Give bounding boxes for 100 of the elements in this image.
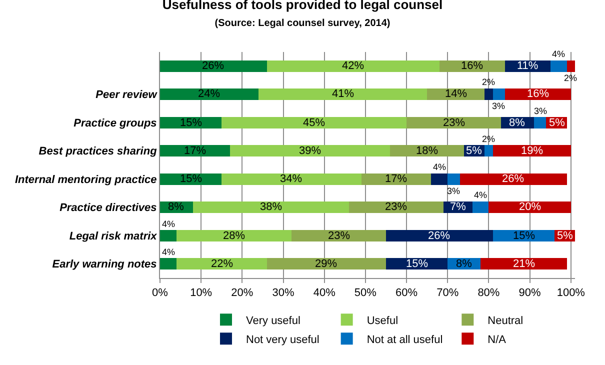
data-label: 7% xyxy=(450,201,466,213)
data-label: 5% xyxy=(466,145,482,157)
y-tick-label: Early warning notes xyxy=(52,258,157,271)
bar xyxy=(349,202,444,214)
data-label: 15% xyxy=(180,173,202,185)
bar xyxy=(431,173,448,185)
legend-label: Useful xyxy=(366,314,398,327)
x-tick-label: 90% xyxy=(518,287,542,300)
bar xyxy=(222,116,407,128)
y-tick-label: Best practices sharing xyxy=(38,146,158,158)
bar xyxy=(550,60,567,72)
bar xyxy=(492,88,506,100)
bar xyxy=(492,145,571,157)
data-label: 4% xyxy=(162,247,176,257)
bar xyxy=(361,173,432,185)
x-tick-label: 40% xyxy=(313,287,336,300)
data-label: 38% xyxy=(260,201,282,213)
data-label: 11% xyxy=(517,60,538,72)
data-label: 45% xyxy=(303,117,326,129)
bar xyxy=(472,202,489,214)
x-tick-label: 60% xyxy=(396,287,418,300)
legend-label: Not at all useful xyxy=(366,334,443,346)
x-tick-label: 70% xyxy=(436,287,459,300)
bar xyxy=(258,88,428,100)
data-label: 3% xyxy=(492,101,506,111)
bar xyxy=(484,145,493,157)
bar xyxy=(230,145,390,157)
data-label: 23% xyxy=(328,230,350,242)
data-label: 20% xyxy=(519,201,542,213)
legend-label: N/A xyxy=(488,334,507,346)
x-tick-label: 80% xyxy=(478,287,500,300)
data-label: 17% xyxy=(184,145,206,157)
data-label: 39% xyxy=(299,145,322,157)
data-label: 34% xyxy=(280,173,302,185)
bar xyxy=(390,145,464,157)
y-tick-label: Internal mentoring practice xyxy=(14,174,157,186)
x-tick-label: 0% xyxy=(152,287,168,300)
data-label: 16% xyxy=(461,60,484,72)
data-label: 4% xyxy=(162,219,176,229)
bar xyxy=(484,88,493,100)
legend-label: Not very useful xyxy=(246,334,320,346)
data-label: 5% xyxy=(557,230,574,242)
bar xyxy=(480,258,567,270)
data-label: 2% xyxy=(564,73,578,83)
bar xyxy=(266,258,386,270)
bar xyxy=(505,88,571,100)
data-label: 5% xyxy=(549,117,566,129)
data-label: 23% xyxy=(443,117,466,129)
bar xyxy=(266,60,440,72)
bar xyxy=(192,202,350,214)
bar xyxy=(439,60,506,72)
bar xyxy=(160,88,259,100)
bar xyxy=(406,116,502,128)
data-label: 42% xyxy=(342,60,364,72)
bar xyxy=(448,173,460,185)
chart-title: Usefulness of tools provided to legal counsel xyxy=(162,0,443,12)
x-tick-label: 30% xyxy=(272,287,294,300)
data-label: 3% xyxy=(534,106,548,116)
data-label: 4% xyxy=(474,190,488,200)
data-label: 17% xyxy=(385,173,408,185)
x-tick-label: 50% xyxy=(354,287,377,300)
data-label: 2% xyxy=(482,134,496,144)
data-label: 23% xyxy=(385,201,408,213)
data-label: 19% xyxy=(521,145,544,157)
data-label: 26% xyxy=(202,60,224,72)
data-label: 8% xyxy=(168,201,184,213)
bar xyxy=(176,258,267,270)
data-label: 21% xyxy=(513,258,536,270)
data-label: 4% xyxy=(433,162,446,172)
bar xyxy=(160,258,176,270)
data-label: 29% xyxy=(315,258,338,270)
bar xyxy=(160,60,267,72)
bar xyxy=(176,230,292,242)
data-label: 16% xyxy=(527,88,550,100)
data-label: 41% xyxy=(332,88,354,100)
data-label: 18% xyxy=(416,145,438,157)
bar xyxy=(291,230,386,242)
data-label: 3% xyxy=(447,186,460,196)
x-tick-label: 100% xyxy=(556,287,586,300)
data-label: 14% xyxy=(445,88,468,100)
data-label: 15% xyxy=(513,230,536,242)
data-label: 8% xyxy=(509,117,526,129)
y-tick-label: Practice directives xyxy=(60,202,157,214)
data-label: 22% xyxy=(211,258,234,270)
y-tick-label: Legal risk matrix xyxy=(69,230,158,242)
bar xyxy=(566,60,575,72)
bar xyxy=(488,202,571,214)
data-label: 2% xyxy=(482,77,496,87)
bar xyxy=(460,173,567,185)
bar xyxy=(160,230,176,242)
legend-label: Very useful xyxy=(246,314,300,327)
legend-label: Neutral xyxy=(488,314,524,327)
data-label: 15% xyxy=(406,258,428,270)
data-label: 15% xyxy=(180,117,202,129)
y-tick-label: Peer review xyxy=(96,89,158,102)
chart-subtitle: (Source: Legal counsel survey, 2014) xyxy=(214,18,390,30)
data-label: 8% xyxy=(456,258,472,270)
data-label: 26% xyxy=(428,230,450,242)
x-tick-label: 10% xyxy=(190,287,212,300)
x-tick-label: 20% xyxy=(231,287,254,300)
